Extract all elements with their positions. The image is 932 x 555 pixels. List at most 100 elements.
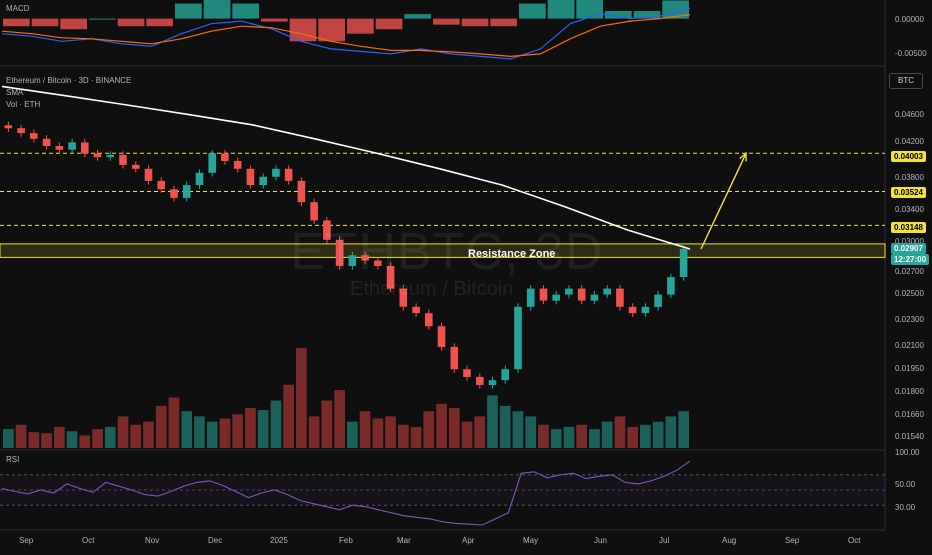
candle-body xyxy=(616,288,624,307)
macd-tick-0: 0.00000 xyxy=(895,15,924,24)
macd-histogram-bar xyxy=(576,0,603,19)
rsi-line xyxy=(1,460,691,526)
volume-bar xyxy=(194,416,205,448)
rsi-tick: 30.00 xyxy=(895,503,916,512)
watermark-name: Ethereum / Bitcoin xyxy=(350,278,514,300)
candle-body xyxy=(374,260,382,266)
volume-bar xyxy=(155,405,167,448)
watermark-ticker: ETHBTC, 3D xyxy=(290,223,604,281)
volume-bar xyxy=(130,424,142,448)
macd-histogram-bar xyxy=(547,0,575,19)
volume-bar xyxy=(372,418,384,448)
volume-bar xyxy=(41,433,52,448)
level-tag: 0.03148 xyxy=(891,222,926,233)
candle-body xyxy=(539,288,548,301)
volume-bar xyxy=(117,416,129,448)
resistance-zone-label: Resistance Zone xyxy=(468,248,556,260)
x-tick: Dec xyxy=(208,536,223,545)
price-tick: 0.02300 xyxy=(895,315,924,324)
volume-bar xyxy=(627,426,638,448)
x-tick: Mar xyxy=(397,536,411,545)
volume-bar xyxy=(678,411,689,448)
volume-bar xyxy=(359,411,371,448)
volume-bar xyxy=(28,432,40,448)
candle-body xyxy=(272,168,280,177)
x-tick: Oct xyxy=(82,536,95,545)
price-tick: 0.01660 xyxy=(895,410,924,419)
x-tick: 2025 xyxy=(270,536,288,545)
candle-body xyxy=(628,306,637,314)
candle-body xyxy=(259,176,267,185)
volume-bar xyxy=(385,416,396,448)
volume-label: Vol · ETH xyxy=(6,100,41,109)
price-tick: 0.03000 xyxy=(895,237,924,246)
macd-histogram-bar xyxy=(117,18,145,27)
candle-body xyxy=(323,220,331,240)
candle-body xyxy=(565,288,573,295)
currency-button[interactable]: BTC xyxy=(889,73,923,89)
x-tick: Jun xyxy=(594,536,607,545)
rsi-label: RSI xyxy=(6,455,20,464)
candle-body xyxy=(654,294,662,307)
rsi-tick: 50.00 xyxy=(895,480,916,489)
candle-body xyxy=(119,154,127,165)
macd-histogram-bar xyxy=(31,18,59,27)
volume-bar xyxy=(487,395,498,448)
candle-body xyxy=(195,172,204,186)
candle-body xyxy=(170,189,178,198)
volume-bar xyxy=(181,411,193,448)
volume-bar xyxy=(143,421,154,448)
macd-histogram-bar xyxy=(375,18,403,30)
volume-bar xyxy=(334,390,345,448)
candle-body xyxy=(106,154,115,158)
volume-bar xyxy=(525,416,537,448)
candle-body xyxy=(679,249,688,278)
candle-body xyxy=(68,142,76,150)
volume-bar xyxy=(308,416,320,448)
level-tag: 0.04003 xyxy=(891,151,926,162)
resistance-zone xyxy=(0,243,886,258)
sma-label: SMA xyxy=(6,88,24,97)
x-tick: Apr xyxy=(462,536,475,545)
macd-histogram-bar xyxy=(490,18,517,27)
rsi-band xyxy=(0,474,885,506)
volume-bar xyxy=(283,384,294,448)
candle-body xyxy=(4,125,13,129)
volume-bar xyxy=(219,418,231,448)
volume-bar xyxy=(640,424,651,448)
volume-bar xyxy=(66,431,78,448)
x-tick: Sep xyxy=(19,536,34,545)
candle-body xyxy=(463,369,471,377)
macd-tick-1: -0.00500 xyxy=(895,49,927,58)
candle-body xyxy=(348,255,357,266)
volume-bar xyxy=(206,421,218,448)
candle-body xyxy=(641,306,650,314)
volume-bar xyxy=(589,429,600,448)
candle-body xyxy=(221,153,229,161)
volume-bar xyxy=(601,421,613,448)
candle-body xyxy=(81,142,89,154)
price-tick: 0.04600 xyxy=(895,110,924,119)
volume-bar xyxy=(15,424,27,448)
countdown-tag: 12:27:00 xyxy=(891,254,930,265)
candle-body xyxy=(514,306,522,370)
macd-histogram-bar xyxy=(146,18,173,27)
level-tag: 0.03524 xyxy=(891,187,926,198)
x-tick: Feb xyxy=(339,536,353,545)
candle-body xyxy=(501,369,509,381)
volume-bar xyxy=(550,429,562,448)
volume-bar xyxy=(257,410,269,448)
macd-histogram-bar xyxy=(3,18,30,27)
volume-bar xyxy=(296,348,307,448)
candle-body xyxy=(437,326,446,347)
candle-body xyxy=(182,185,191,198)
candle-body xyxy=(132,164,140,169)
volume-bar xyxy=(168,397,180,448)
candle-body xyxy=(144,168,153,181)
macd-histogram-bar xyxy=(175,3,202,19)
candle-body xyxy=(246,168,255,185)
candle-body xyxy=(425,313,433,327)
candle-body xyxy=(361,255,369,261)
